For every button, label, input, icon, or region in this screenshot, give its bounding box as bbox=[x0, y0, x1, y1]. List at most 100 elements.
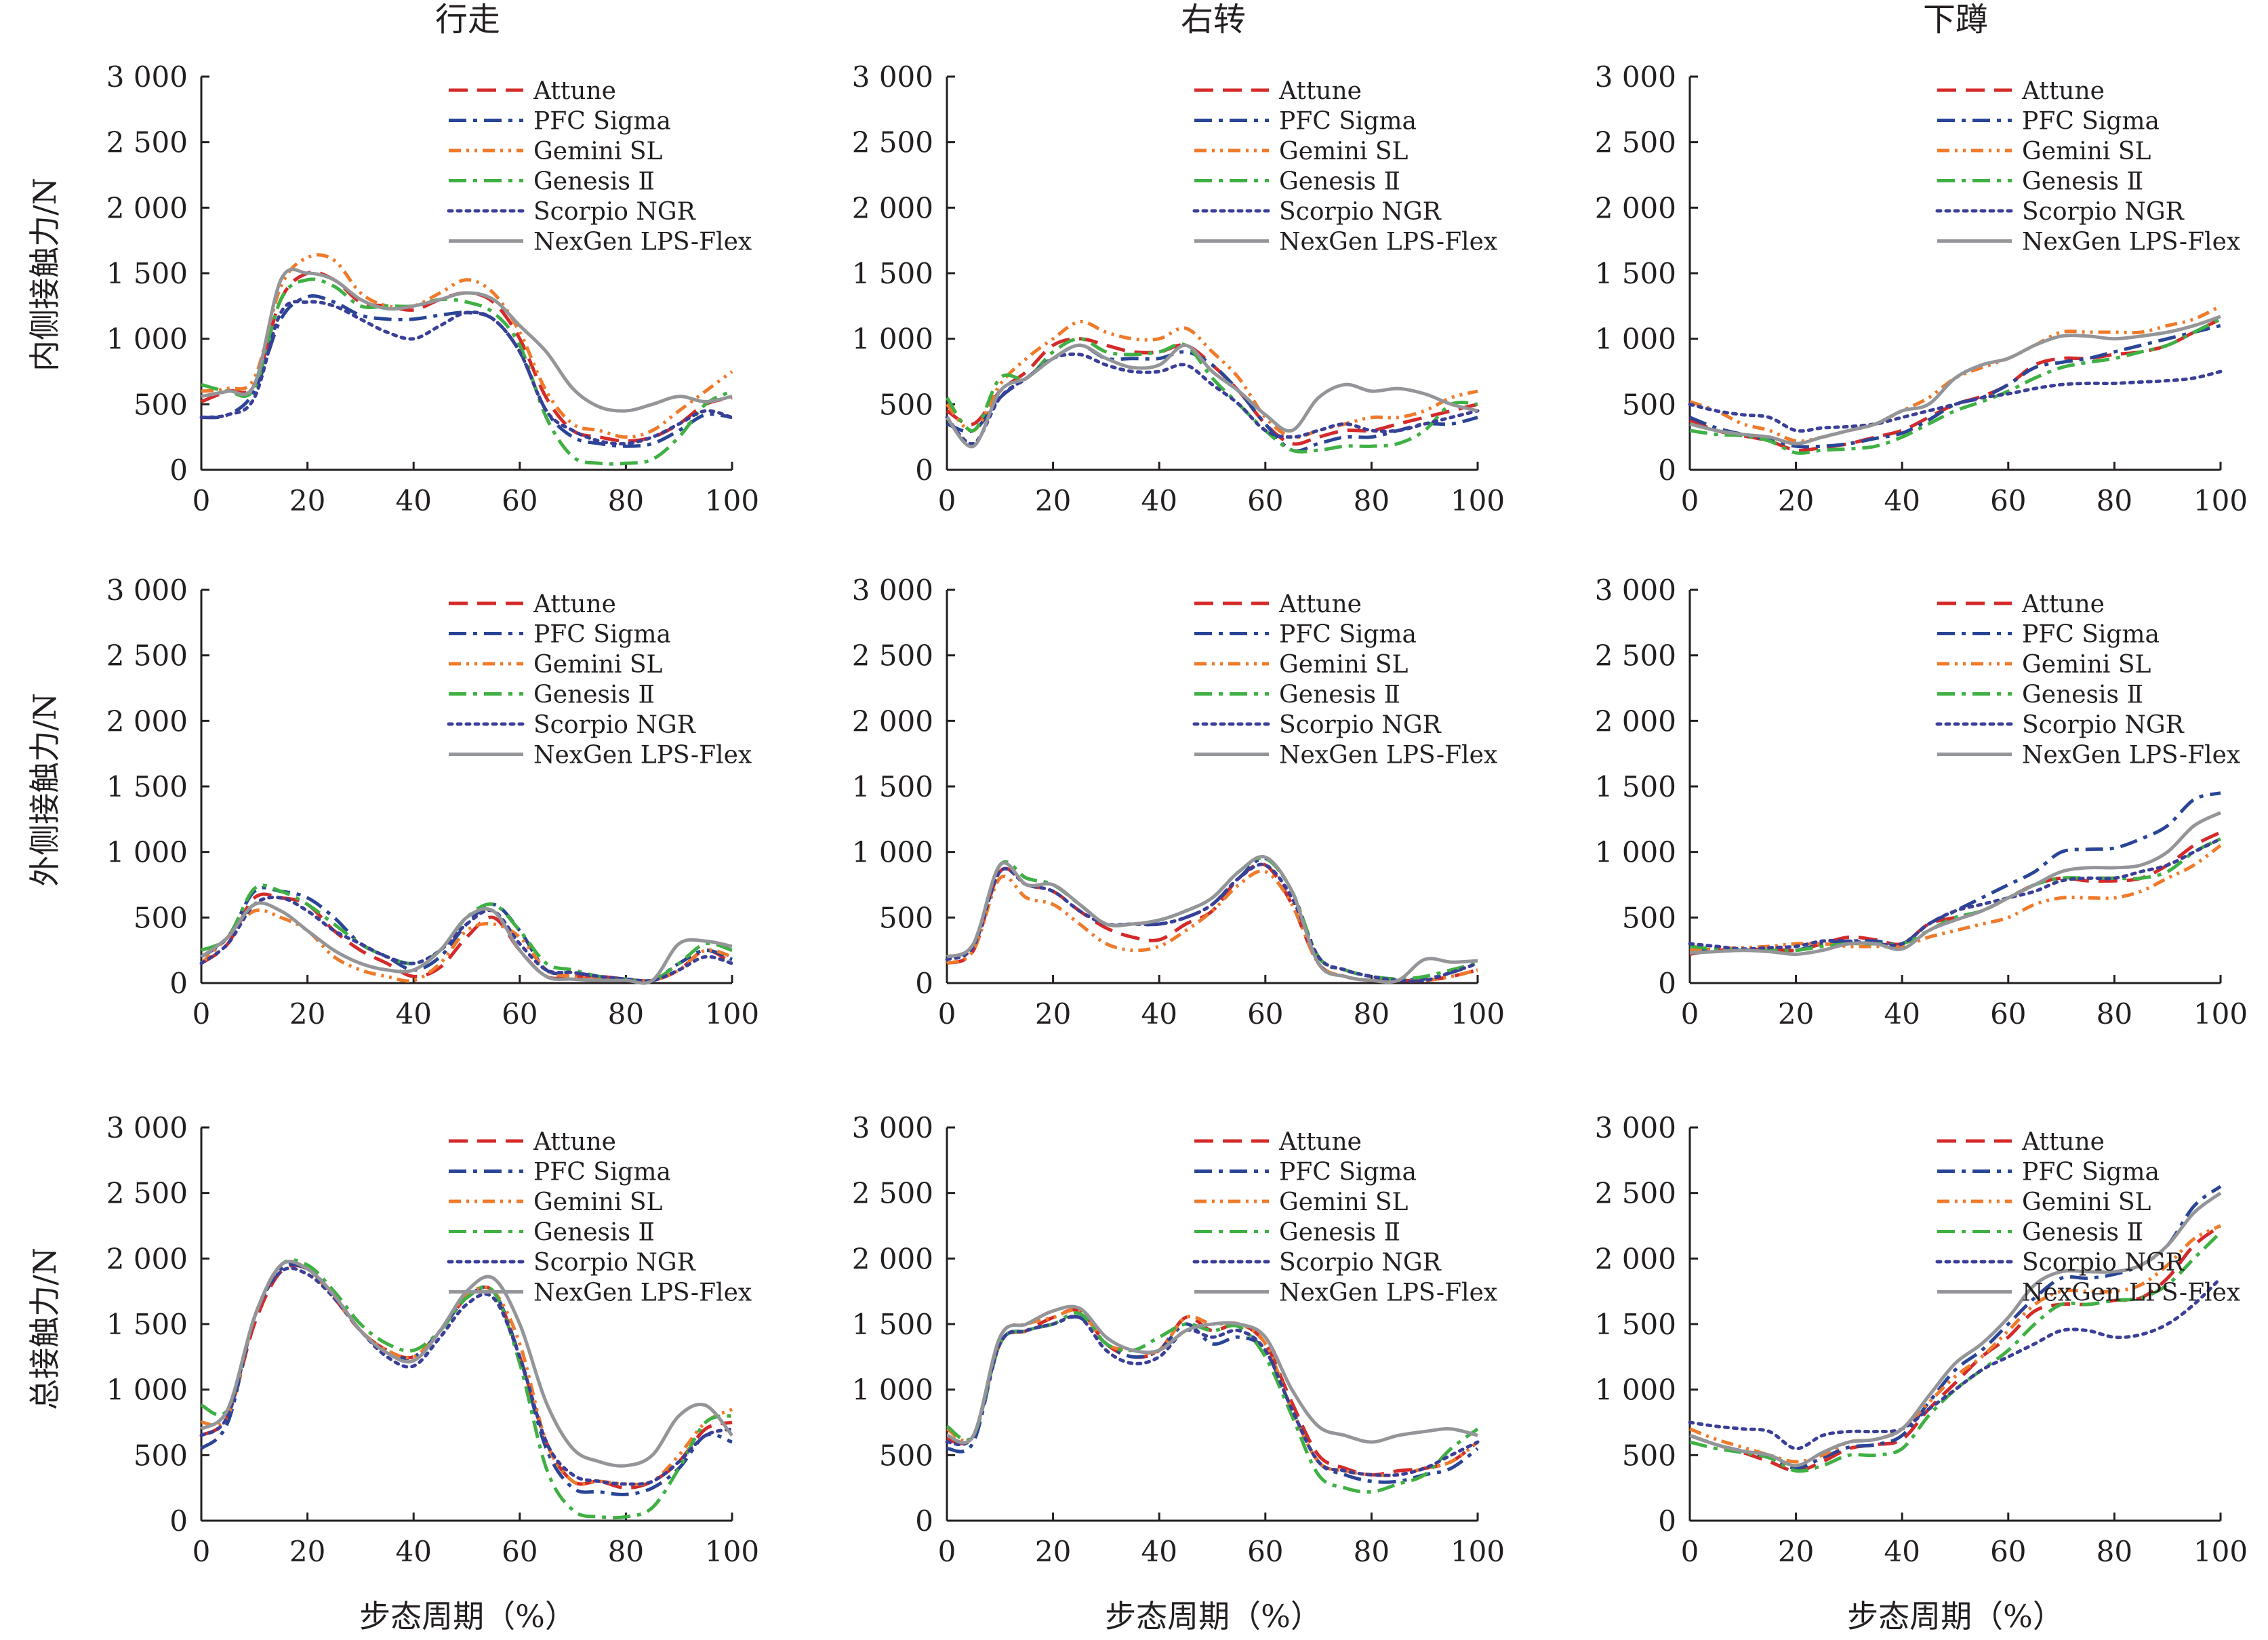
legend-label: NexGen LPS-Flex bbox=[2022, 742, 2240, 769]
y-tick-label: 1 500 bbox=[1595, 257, 1676, 290]
panel-row1-col3: 0 500 1 000 1 500 2 000 2 500 3 000 0 20 40 60 80 10… bbox=[1595, 60, 2248, 517]
x-tick-label: 20 bbox=[1035, 997, 1071, 1031]
legend-label: Attune bbox=[1278, 1128, 1362, 1156]
x-tick-label: 60 bbox=[1990, 484, 2026, 517]
series-line-gemini-sl bbox=[201, 1259, 733, 1487]
x-tick-label: 80 bbox=[2097, 484, 2132, 517]
panel-row1-col2: 0 500 1 000 1 500 2 000 2 500 3 000 0 20 40 60 80 10… bbox=[852, 60, 1505, 517]
y-tick-label: 0 bbox=[915, 1504, 933, 1538]
series-line-genesis bbox=[945, 337, 1478, 454]
y-tick-label: 2 500 bbox=[106, 126, 188, 159]
series-line-gemini-sl bbox=[946, 869, 1478, 983]
x-tick-label: 100 bbox=[705, 997, 759, 1031]
y-tick-label: 2 500 bbox=[1595, 639, 1676, 673]
y-tick-label: 500 bbox=[134, 901, 188, 934]
y-tick-label: 1 500 bbox=[106, 257, 188, 290]
y-tick-label: 500 bbox=[879, 901, 933, 934]
x-tick-label: 20 bbox=[1778, 1535, 1814, 1568]
x-tick-label: 0 bbox=[1681, 1535, 1699, 1568]
y-tick-label: 3 000 bbox=[1595, 574, 1676, 607]
x-tick-label: 0 bbox=[193, 997, 211, 1031]
legend-label: PFC Sigma bbox=[533, 108, 671, 136]
y-tick-label: 3 000 bbox=[852, 574, 933, 607]
series-line-pfc-sigma bbox=[1689, 323, 2221, 449]
series-line-pfc-sigma bbox=[200, 885, 733, 984]
x-tick-label: 80 bbox=[2097, 1535, 2132, 1568]
y-tick-label: 0 bbox=[169, 1504, 188, 1538]
series-line-gemini-sl bbox=[946, 1308, 1479, 1477]
y-tick-label: 0 bbox=[169, 967, 188, 1000]
legend-label: NexGen LPS-Flex bbox=[533, 228, 752, 256]
y-tick-label: 1 000 bbox=[106, 1374, 188, 1407]
legend-label: PFC Sigma bbox=[1279, 621, 1417, 649]
legend-label: Attune bbox=[533, 77, 616, 105]
legend-label: PFC Sigma bbox=[533, 621, 671, 649]
x-tick-label: 80 bbox=[608, 997, 644, 1031]
series-line-nexgen-lps-flex bbox=[946, 343, 1478, 449]
panel-row3-col1: 0 500 1 000 1 500 2 000 2 500 3 000 0 20 40 60 80 10… bbox=[106, 1111, 759, 1568]
series-line-nexgen-lps-flex bbox=[946, 1304, 1478, 1445]
series-line-genesis bbox=[1689, 317, 2222, 455]
x-tick-label: 100 bbox=[2193, 484, 2248, 517]
series-line-scorpio-ngr bbox=[945, 862, 1480, 983]
series-line-scorpio-ngr bbox=[945, 352, 1480, 445]
series-line-gemini-sl bbox=[201, 253, 733, 439]
x-tick-label: 20 bbox=[1035, 1535, 1071, 1568]
y-tick-label: 2 000 bbox=[106, 1242, 188, 1275]
x-tick-label: 0 bbox=[938, 997, 956, 1031]
legend-label: Scorpio NGR bbox=[2022, 198, 2185, 226]
x-tick-label: 80 bbox=[608, 484, 644, 517]
y-tick-label: 1 500 bbox=[106, 770, 188, 803]
y-tick-label: 500 bbox=[879, 1439, 933, 1472]
legend-label: Attune bbox=[1278, 77, 1362, 105]
x-tick-label: 40 bbox=[1141, 997, 1177, 1031]
y-tick-label: 2 000 bbox=[1595, 1242, 1676, 1275]
x-tick-label: 80 bbox=[608, 1535, 644, 1568]
y-tick-label: 2 000 bbox=[106, 704, 188, 738]
x-tick-label: 20 bbox=[1035, 484, 1071, 517]
x-tick-label: 0 bbox=[938, 1535, 956, 1568]
x-tick-label: 40 bbox=[395, 484, 431, 517]
legend-label: NexGen LPS-Flex bbox=[533, 742, 752, 769]
series-line-gemini-sl bbox=[1689, 304, 2222, 443]
series-line-genesis bbox=[946, 1311, 1479, 1494]
legend-label: Genesis Ⅱ bbox=[1279, 681, 1400, 709]
y-tick-label: 2 000 bbox=[1595, 191, 1676, 224]
series-line-attune bbox=[946, 1308, 1479, 1477]
x-tick-label: 60 bbox=[1247, 997, 1283, 1031]
x-tick-label: 40 bbox=[1884, 484, 1920, 517]
x-tick-label: 60 bbox=[1247, 1535, 1283, 1568]
legend-label: Gemini SL bbox=[2022, 651, 2151, 679]
series-line-gemini-sl bbox=[946, 319, 1478, 439]
legend-label: NexGen LPS-Flex bbox=[2022, 1279, 2240, 1307]
legend-label: Gemini SL bbox=[1279, 651, 1409, 679]
x-tick-label: 20 bbox=[289, 1535, 325, 1568]
series-line-genesis bbox=[1689, 837, 2222, 953]
xlabel-col2: 步态周期（%） bbox=[1105, 1598, 1322, 1635]
y-tick-label: 2 500 bbox=[1595, 1177, 1676, 1210]
y-tick-label: 500 bbox=[1622, 1439, 1676, 1472]
x-tick-label: 100 bbox=[1451, 997, 1505, 1031]
panel-row3-col3: 0 500 1 000 1 500 2 000 2 500 3 000 0 20 40 60 80 10… bbox=[1595, 1111, 2248, 1568]
x-tick-label: 100 bbox=[2193, 997, 2248, 1031]
series-line-gemini-sl bbox=[1689, 843, 2222, 953]
x-tick-label: 20 bbox=[289, 484, 325, 517]
y-tick-label: 2 500 bbox=[106, 1177, 188, 1210]
y-tick-label: 3 000 bbox=[1595, 1111, 1676, 1144]
legend-label: PFC Sigma bbox=[533, 1159, 671, 1186]
panels: 0 500 1 000 1 500 2 000 2 500 3 000 0 20 40 60 80 10… bbox=[106, 60, 2248, 1568]
y-tick-label: 0 bbox=[915, 454, 933, 487]
series-line-scorpio-ngr bbox=[945, 1315, 1480, 1477]
y-tick-label: 3 000 bbox=[1595, 60, 1676, 94]
legend-label: Genesis Ⅱ bbox=[533, 681, 655, 709]
x-tick-label: 40 bbox=[1141, 1535, 1177, 1568]
y-tick-label: 2 500 bbox=[1595, 126, 1676, 159]
x-tick-label: 80 bbox=[2097, 997, 2132, 1031]
row-ylabel-medial: 内侧接触力/N bbox=[26, 178, 63, 372]
panel-row2-col3: 0 500 1 000 1 500 2 000 2 500 3 000 0 20 40 60 80 10… bbox=[1595, 574, 2248, 1031]
series-line-scorpio-ngr bbox=[1688, 1276, 2223, 1451]
legend-label: Attune bbox=[2021, 591, 2105, 618]
legend-label: Scorpio NGR bbox=[1279, 711, 1442, 739]
legend-label: Scorpio NGR bbox=[533, 711, 696, 739]
